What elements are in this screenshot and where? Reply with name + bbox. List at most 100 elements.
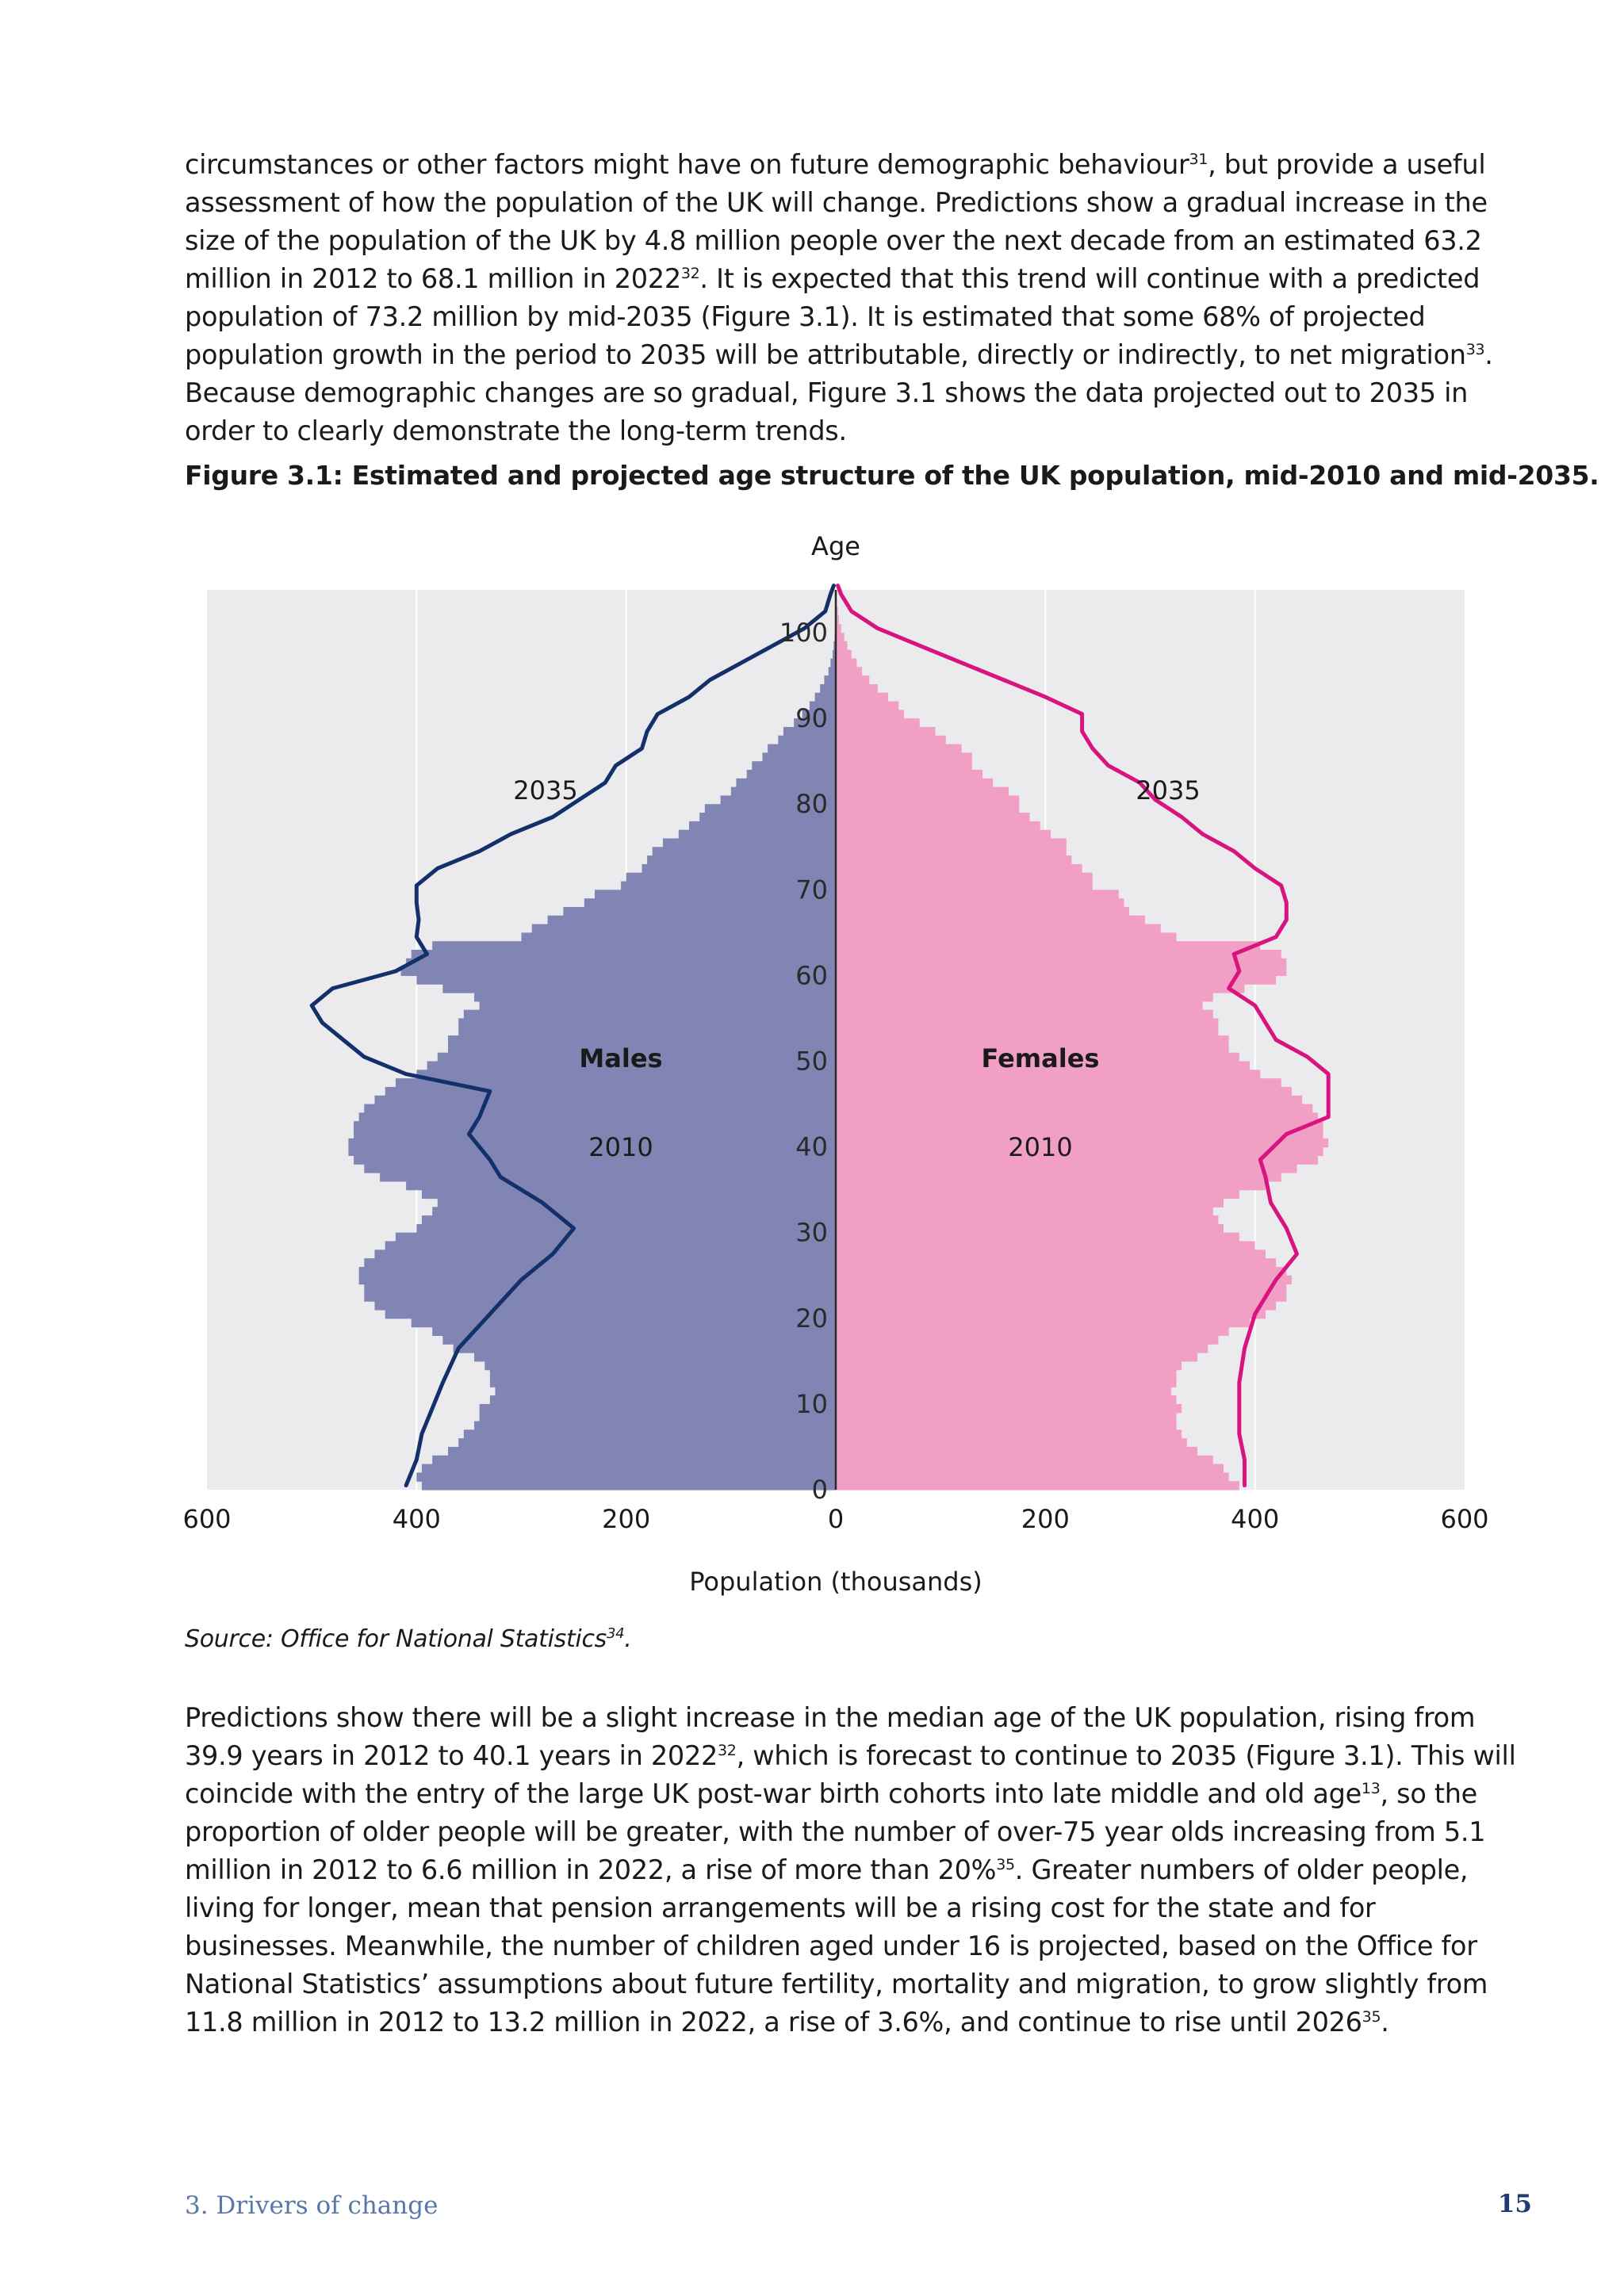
male-bar-age-21: [374, 1301, 836, 1310]
female-bar-age-1: [836, 1472, 1229, 1481]
male-bar-age-26: [364, 1258, 836, 1267]
female-bar-age-69: [836, 890, 1119, 898]
male-bar-age-42: [354, 1121, 836, 1130]
male-bar-age-54: [458, 1018, 836, 1027]
male-bar-age-64: [522, 932, 837, 941]
female-bar-age-92: [836, 693, 888, 702]
female-bar-age-19: [836, 1318, 1250, 1327]
female-bar-age-85: [836, 752, 972, 761]
female-bar-age-44: [836, 1104, 1312, 1113]
male-bar-age-11: [495, 1387, 836, 1395]
female-bar-age-84: [836, 761, 972, 770]
female-bar-age-8: [836, 1413, 1177, 1422]
year-2035-right-label: 2035: [1136, 775, 1200, 806]
text-run: .: [1381, 2007, 1388, 2038]
males-label: Males: [579, 1043, 662, 1073]
female-bar-age-12: [836, 1378, 1177, 1387]
age-tick-label: 100: [779, 618, 828, 648]
male-bar-age-95: [829, 667, 836, 675]
footnote-ref: 32: [718, 1742, 737, 1759]
male-bar-age-20: [385, 1310, 836, 1318]
age-tick-label: 80: [795, 789, 828, 819]
female-bar-age-65: [836, 924, 1161, 933]
female-bar-age-61: [836, 959, 1286, 967]
female-bar-age-83: [836, 770, 982, 779]
male-bar-age-15: [474, 1353, 836, 1361]
female-bar-age-30: [836, 1224, 1224, 1233]
male-bar-age-16: [454, 1344, 836, 1353]
male-bar-age-83: [747, 770, 836, 779]
male-bar-age-46: [385, 1087, 836, 1096]
female-bar-age-58: [836, 984, 1244, 993]
male-bar-age-7: [474, 1422, 836, 1430]
source-footnote-ref: 34: [607, 1625, 624, 1642]
male-bar-age-14: [485, 1361, 836, 1370]
female-bar-age-38: [836, 1155, 1318, 1164]
population-tick-label: 400: [1231, 1504, 1279, 1534]
female-bar-age-2: [836, 1464, 1224, 1473]
female-bar-age-16: [836, 1344, 1208, 1353]
footer-section-title: 3. Drivers of change: [185, 2191, 438, 2220]
female-bar-age-97: [836, 650, 852, 659]
female-bar-age-5: [836, 1438, 1187, 1447]
female-bar-age-24: [836, 1276, 1292, 1284]
male-bar-age-63: [432, 941, 836, 950]
age-tick-label: 20: [795, 1303, 828, 1334]
male-bar-age-23: [364, 1284, 836, 1293]
female-bar-age-10: [836, 1395, 1177, 1404]
female-bar-age-13: [836, 1370, 1177, 1379]
male-bar-age-18: [432, 1327, 836, 1336]
male-bar-age-13: [490, 1370, 836, 1379]
female-bar-age-81: [836, 787, 1009, 796]
female-bar-age-62: [836, 950, 1281, 959]
age-tick-label: 30: [795, 1218, 828, 1248]
male-bar-age-55: [464, 1010, 836, 1019]
male-bar-age-1: [416, 1472, 836, 1481]
female-bar-age-89: [836, 718, 920, 727]
female-bar-age-67: [836, 907, 1129, 916]
male-bar-age-74: [653, 847, 836, 855]
source-tail: .: [624, 1625, 631, 1653]
male-bar-age-19: [412, 1318, 836, 1327]
female-bar-age-31: [836, 1215, 1218, 1224]
male-bar-age-76: [679, 830, 836, 839]
male-bar-age-61: [406, 959, 836, 967]
male-bar-age-73: [647, 855, 836, 864]
female-bar-age-36: [836, 1173, 1281, 1181]
female-bar-age-59: [836, 975, 1276, 984]
body-paragraph: Predictions show there will be a slight …: [185, 1699, 1533, 2042]
female-bar-age-7: [836, 1422, 1177, 1430]
age-tick-label: 10: [795, 1389, 828, 1419]
male-bar-age-84: [752, 761, 836, 770]
male-bar-age-8: [480, 1413, 836, 1422]
male-bar-age-45: [374, 1096, 836, 1104]
female-bar-age-22: [836, 1292, 1286, 1301]
age-tick-label: 60: [795, 960, 828, 990]
female-bar-age-18: [836, 1327, 1229, 1336]
male-bar-age-59: [416, 975, 836, 984]
male-bar-age-44: [364, 1104, 836, 1113]
age-tick-label: 90: [795, 703, 828, 733]
female-bar-age-88: [836, 727, 936, 736]
population-tick-label: 600: [1440, 1504, 1488, 1534]
male-bar-age-29: [396, 1233, 836, 1242]
female-bar-age-37: [836, 1164, 1297, 1173]
female-bar-age-6: [836, 1429, 1182, 1438]
population-tick-label: 200: [602, 1504, 650, 1534]
male-bar-age-36: [380, 1173, 836, 1181]
female-bar-age-91: [836, 702, 898, 710]
y-axis-label: Age: [811, 531, 860, 561]
male-bar-age-93: [820, 684, 836, 693]
year-2010-right-label: 2010: [1008, 1132, 1072, 1162]
female-bar-age-60: [836, 967, 1286, 976]
female-bar-age-93: [836, 684, 878, 693]
age-tick-label: 70: [795, 874, 828, 905]
male-bar-age-94: [824, 675, 836, 684]
female-bar-age-74: [836, 847, 1067, 855]
male-bar-age-60: [401, 967, 836, 976]
female-bar-age-26: [836, 1258, 1276, 1267]
male-bar-age-4: [448, 1447, 836, 1456]
female-bar-age-17: [836, 1335, 1218, 1344]
female-bar-age-90: [836, 710, 904, 718]
